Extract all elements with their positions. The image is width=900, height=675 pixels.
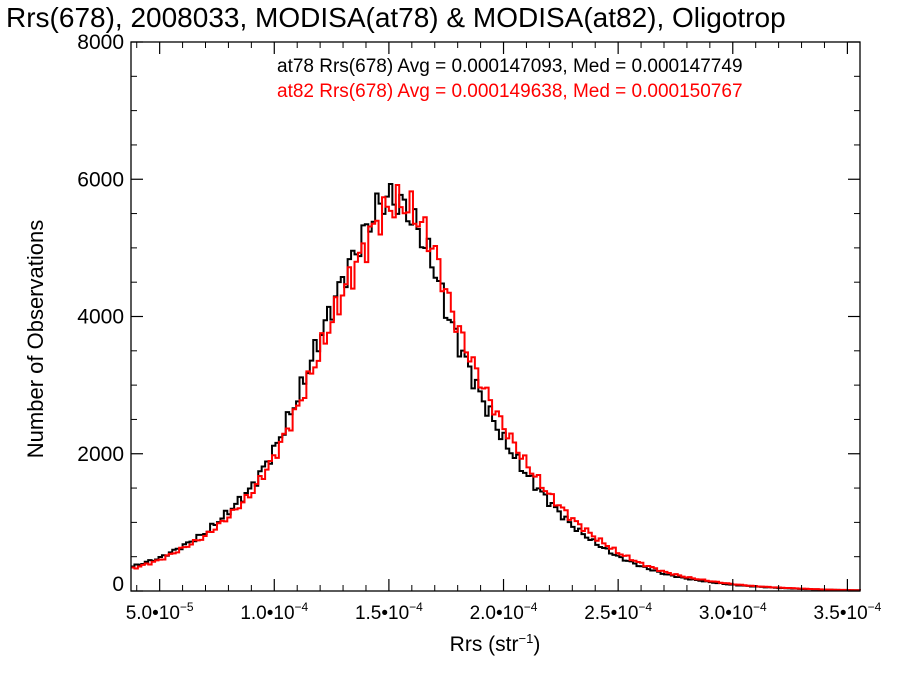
y-tick-label: 0 [112, 573, 124, 596]
x-tick-label-exponent: −4 [295, 600, 309, 614]
x-tick-label: 1.0•10−4 [240, 600, 308, 624]
legend-entry-at82: at82 Rrs(678) Avg = 0.000149638, Med = 0… [277, 81, 743, 102]
x-axis-title-close: ) [533, 633, 540, 656]
histogram-series-at82 [131, 184, 861, 592]
x-tick-label-mantissa: 2.5•10 [584, 603, 638, 624]
x-axis-title-main: Rrs (str [450, 633, 519, 656]
x-tick-label-exponent: −4 [868, 600, 882, 614]
x-tick-label-mantissa: 3.5•10 [813, 603, 867, 624]
x-tick-label-exponent: −4 [638, 600, 652, 614]
x-tick-label-exponent: −4 [409, 600, 423, 614]
x-tick-label-exponent: −5 [180, 600, 194, 614]
y-tick-label: 2000 [77, 443, 124, 466]
x-axis-title-exponent: −1 [519, 631, 534, 646]
x-tick-label-mantissa: 5.0•10 [126, 603, 180, 624]
x-tick-label-exponent: −4 [753, 600, 767, 614]
histogram-series-at78 [131, 182, 861, 592]
x-tick-label: 3.5•10−4 [813, 600, 881, 624]
x-tick-label: 3.0•10−4 [699, 600, 767, 624]
x-tick-label: 2.5•10−4 [584, 600, 652, 624]
x-tick-label-exponent: −4 [524, 600, 538, 614]
x-tick-label: 1.5•10−4 [355, 600, 423, 624]
tick-marks [131, 41, 860, 592]
y-tick-label: 6000 [77, 168, 124, 191]
y-tick-label: 4000 [77, 306, 124, 329]
x-tick-label-mantissa: 1.0•10 [240, 603, 294, 624]
x-tick-label: 5.0•10−5 [126, 600, 194, 624]
chart-title: Rrs(678), 2008033, MODISA(at78) & MODISA… [6, 2, 786, 33]
x-tick-label: 2.0•10−4 [470, 600, 538, 624]
legend-entry-at78: at78 Rrs(678) Avg = 0.000147093, Med = 0… [277, 56, 743, 77]
y-tick-label: 8000 [77, 31, 124, 54]
series-layer [131, 182, 861, 592]
x-tick-label-mantissa: 3.0•10 [699, 603, 753, 624]
y-axis-title: Number of Observations [23, 220, 48, 458]
x-axis-title: Rrs (str−1) [450, 631, 541, 656]
x-tick-label-mantissa: 2.0•10 [470, 603, 524, 624]
x-tick-label-mantissa: 1.5•10 [355, 603, 409, 624]
